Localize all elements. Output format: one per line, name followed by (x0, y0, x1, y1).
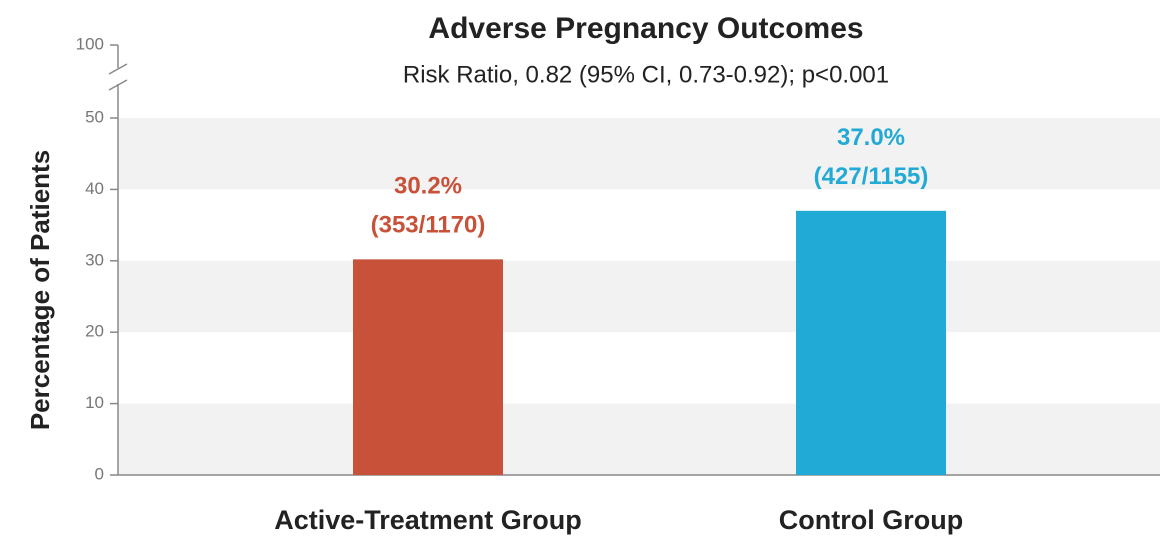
chart-subtitle: Risk Ratio, 0.82 (95% CI, 0.73-0.92); p<… (403, 61, 889, 88)
axis-break (108, 63, 128, 75)
count-label: (427/1155) (814, 163, 929, 190)
bar (796, 210, 946, 475)
value-label: 30.2% (394, 173, 462, 200)
y-tick-label: 50 (85, 107, 104, 126)
y-tick-label: 20 (85, 322, 104, 341)
value-label: 37.0% (837, 124, 905, 151)
axis-break (108, 79, 128, 91)
count-label: (353/1170) (371, 212, 486, 239)
y-tick-label: 10 (85, 393, 104, 412)
grid-band (118, 118, 1160, 190)
bar (353, 259, 503, 475)
x-tick-label: Active-Treatment Group (274, 505, 582, 535)
grid-bands (118, 118, 1160, 475)
grid-band (118, 260, 1160, 333)
grid-band (118, 403, 1160, 475)
y-tick-label: 30 (85, 250, 104, 269)
y-tick-label: 40 (85, 179, 104, 198)
y-tick-label: 0 (95, 464, 104, 483)
chart-title: Adverse Pregnancy Outcomes (428, 12, 863, 45)
y-tick-label: 100 (76, 34, 104, 53)
x-tick-label: Control Group (779, 505, 963, 535)
y-axis-label: Percentage of Patients (25, 150, 55, 430)
